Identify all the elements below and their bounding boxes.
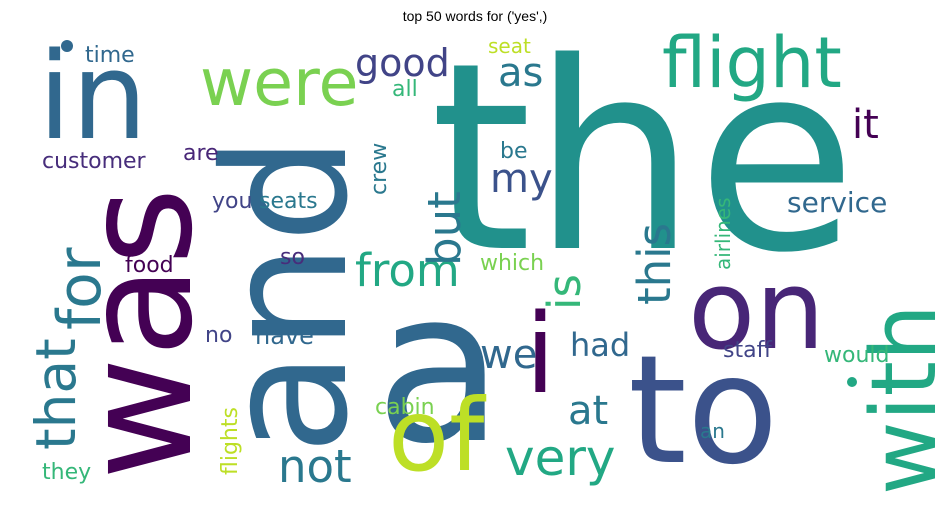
word-food: food: [125, 253, 174, 278]
word-on: on: [688, 246, 825, 374]
word-good: good: [355, 41, 450, 85]
word-be: be: [500, 139, 528, 164]
word-service: service: [787, 186, 887, 219]
word-not: not: [278, 440, 352, 493]
word-an: an: [700, 419, 725, 443]
word-for: for: [45, 247, 115, 330]
word-is: is: [538, 274, 591, 310]
word-and: and: [188, 135, 386, 455]
word-so: so: [280, 245, 305, 270]
word-with: with: [852, 304, 950, 495]
word-time: time: [85, 43, 135, 68]
word-but: but: [418, 191, 471, 266]
word-staff: staff: [723, 338, 773, 363]
word-no: no: [205, 323, 232, 348]
word-airlines: airlines: [711, 197, 735, 270]
word-this: this: [628, 223, 681, 305]
word-were: were: [200, 46, 358, 121]
word-from: from: [355, 244, 460, 297]
word-that: that: [24, 338, 88, 450]
word-flights: flights: [218, 407, 243, 475]
word-crew: crew: [367, 143, 392, 195]
word-as: as: [498, 50, 543, 96]
dot-glyph: [61, 40, 73, 52]
word-you: you: [212, 189, 252, 214]
word-a: a: [375, 245, 504, 490]
word-my: my: [490, 156, 553, 202]
word-we: we: [480, 332, 537, 378]
word-all: all: [392, 77, 418, 102]
word-very: very: [505, 429, 616, 487]
word-of: of: [388, 377, 487, 494]
word-which: which: [480, 251, 544, 276]
word-are: are: [183, 141, 219, 166]
word-cabin: cabin: [375, 395, 435, 420]
word-seat: seat: [488, 34, 531, 58]
word-have: have: [255, 322, 314, 350]
word-at: at: [568, 388, 608, 434]
word-was: was: [52, 187, 226, 480]
word-would: would: [824, 343, 889, 368]
word-customer: customer: [42, 149, 147, 174]
word-the: the: [430, 8, 857, 310]
dot-glyph: [847, 377, 857, 387]
word-flight: flight: [662, 22, 842, 104]
word-i: i: [525, 290, 556, 418]
word-in: in: [38, 28, 147, 167]
word-they: they: [42, 460, 91, 485]
word-seats: seats: [259, 189, 318, 214]
word-to: to: [628, 324, 779, 498]
chart-title: top 50 words for ('yes',): [402, 8, 548, 24]
word-it: it: [852, 102, 879, 148]
word-had: had: [570, 326, 630, 364]
